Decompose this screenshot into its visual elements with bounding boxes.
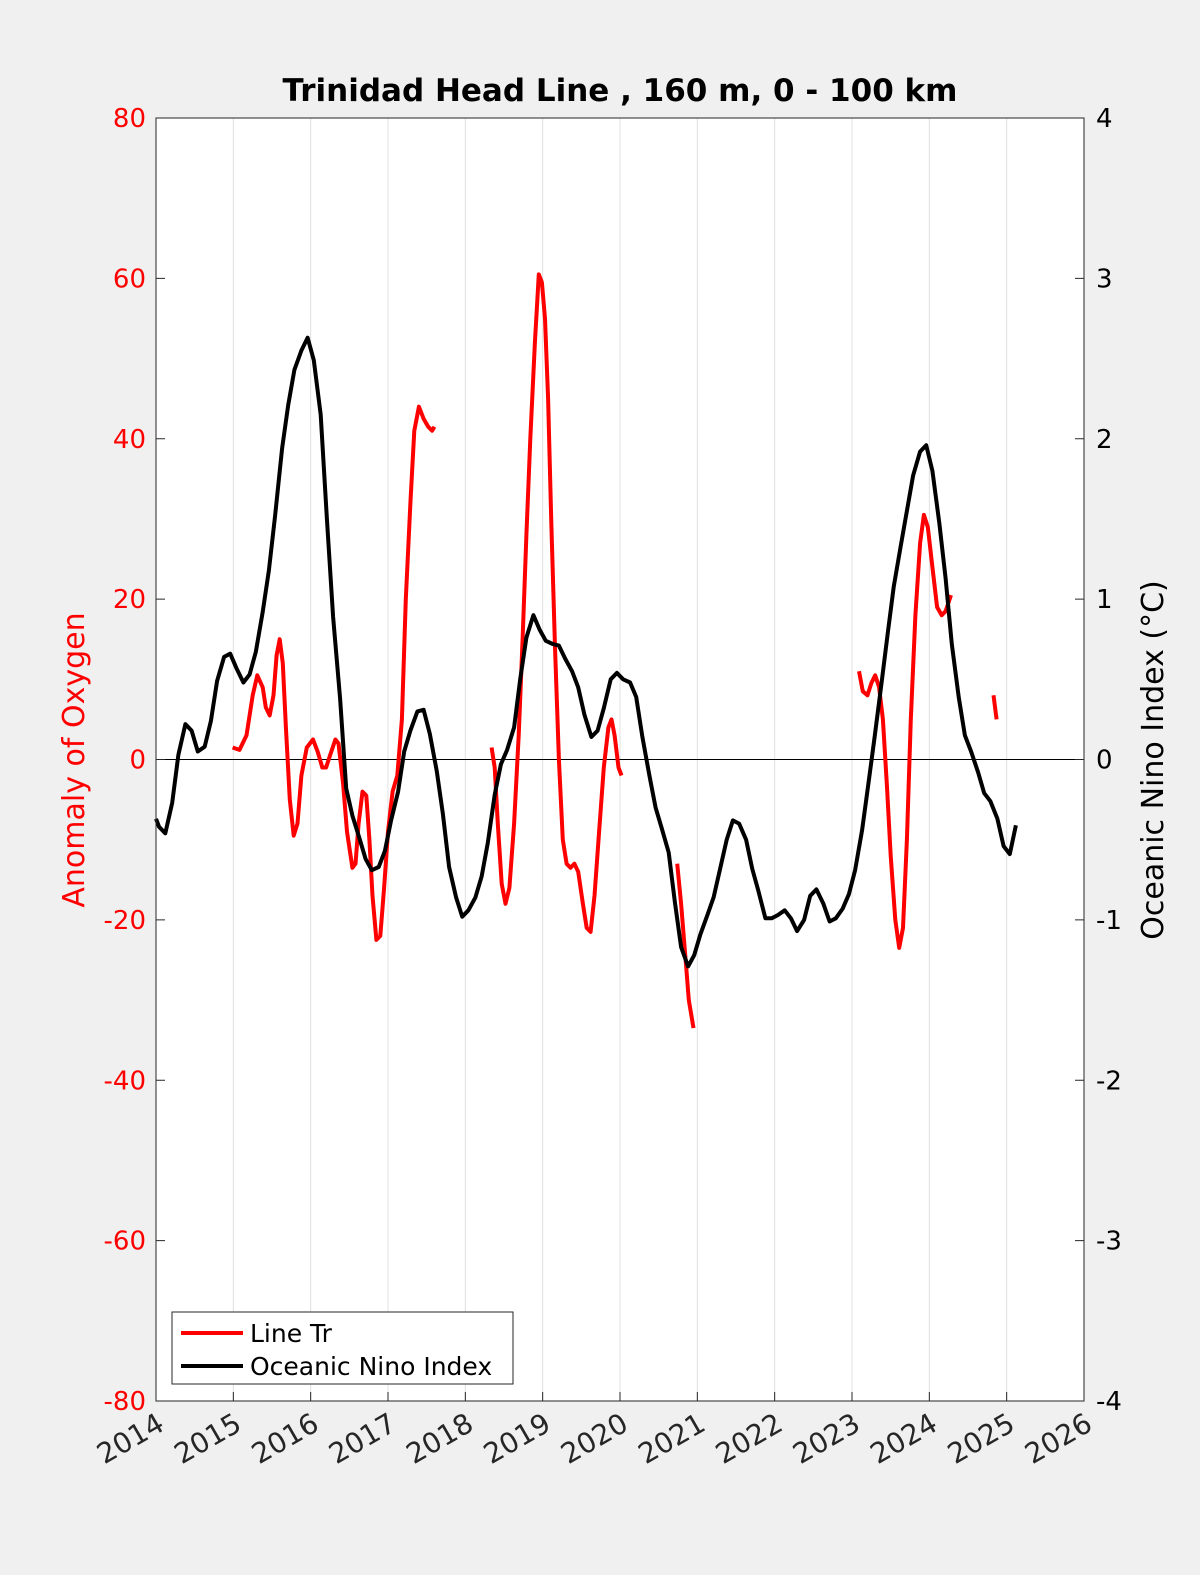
y-tick-label-left: -60 <box>104 1227 146 1257</box>
series-layer <box>154 272 1018 1029</box>
y-tick-label-right: 1 <box>1096 585 1113 615</box>
chart-title: Trinidad Head Line , 160 m, 0 - 100 km <box>283 73 958 109</box>
y-tick-label-right: 2 <box>1096 425 1113 455</box>
legend-label-oni: Oceanic Nino Index <box>250 1352 492 1381</box>
y-tick-label-right: 0 <box>1096 746 1113 776</box>
y-axis-label-left: Anomaly of Oxygen <box>57 612 92 907</box>
series-line-segment <box>231 404 437 942</box>
series-line-segment <box>857 512 953 950</box>
legend-label-line-tr: Line Tr <box>250 1319 333 1348</box>
y-tick-label-right: -2 <box>1096 1066 1122 1096</box>
legend: Line Tr Oceanic Nino Index <box>171 1311 514 1385</box>
legend-box <box>171 1311 514 1385</box>
series-line-segment <box>489 272 624 934</box>
y-tick-label-left: 20 <box>113 585 146 615</box>
y-tick-label-left: 0 <box>129 746 146 776</box>
y-tick-label-left: -80 <box>104 1387 146 1417</box>
y-tick-label-right: -3 <box>1096 1227 1122 1257</box>
y-tick-label-left: -20 <box>104 906 146 936</box>
series-oceanic-nino-index <box>154 335 1018 969</box>
y-tick-label-right: -1 <box>1096 906 1122 936</box>
y-axis-label-right: Oceanic Nino Index (°C) <box>1136 580 1171 940</box>
series-line-segment <box>154 335 1018 969</box>
y-tick-label-left: 40 <box>113 425 146 455</box>
y-tick-label-left: -40 <box>104 1066 146 1096</box>
series-line-segment <box>991 695 999 720</box>
y-tick-label-right: 4 <box>1096 104 1113 134</box>
y-tick-label-right: 3 <box>1096 264 1113 294</box>
series-line-tr <box>231 272 999 1029</box>
y-tick-label-left: 60 <box>113 264 146 294</box>
y-tick-label-right: -4 <box>1096 1387 1122 1417</box>
y-tick-label-left: 80 <box>113 104 146 134</box>
